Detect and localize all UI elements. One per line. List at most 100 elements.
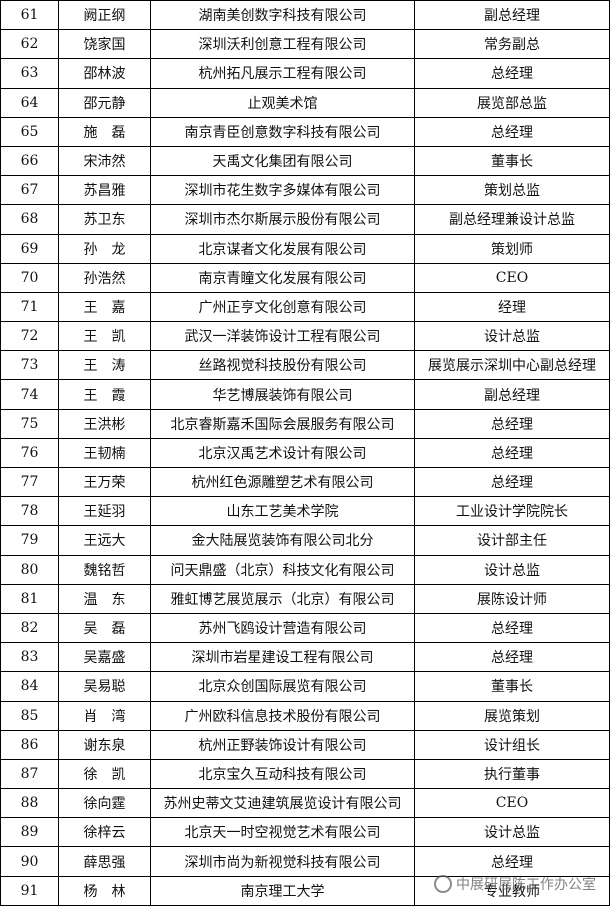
- row-number: 65: [0, 116, 59, 147]
- table-row: 78 王延羽 山东工艺美术学院 工业设计学院院长: [0, 496, 610, 527]
- position: 展览展示深圳中心副总经理: [414, 350, 610, 381]
- company: 深圳市尚为新视觉科技有限公司: [150, 846, 415, 877]
- row-number: 77: [0, 466, 59, 498]
- position: 总经理: [414, 116, 610, 147]
- row-number: 78: [0, 496, 59, 527]
- watermark-icon: [434, 875, 452, 893]
- table-row: 73 王 涛丝路视觉科技股份有限公司 展览展示深圳中心副总经理: [0, 350, 610, 381]
- person-name: 宋沛然: [58, 145, 151, 177]
- row-number: 62: [0, 29, 59, 60]
- person-name: 饶家国: [58, 29, 151, 60]
- row-number: 86: [0, 729, 59, 760]
- table-row: 82 吴 磊苏州飞鸥设计营造有限公司 总经理: [0, 612, 610, 644]
- company: 北京汉禹艺术设计有限公司: [150, 437, 415, 469]
- table-row: 85 肖 湾广州欧科信息技术股份有限公司 展览策划: [0, 700, 610, 731]
- company: 苏州飞鸥设计营造有限公司: [150, 612, 415, 644]
- person-name: 邵林波: [58, 58, 151, 89]
- table-row: 70 孙浩然 南京青瞳文化发展有限公司 CEO: [0, 262, 610, 293]
- company: 广州欧科信息技术股份有限公司: [150, 700, 415, 731]
- position: 设计总监: [414, 817, 610, 848]
- table-row: 71 王 嘉广州正亨文化创意有限公司 经理: [0, 291, 610, 323]
- person-name: 邵元静: [58, 87, 151, 118]
- company: 雅虹博艺展览展示（北京）有限公司: [150, 583, 415, 614]
- person-name: 徐 凯: [58, 758, 151, 790]
- table-row: 88 徐向霆 苏州史蒂文艾迪建筑展览设计有限公司 CEO: [0, 788, 610, 819]
- table-row: 66 宋沛然 天禹文化集团有限公司 董事长: [0, 145, 610, 177]
- watermark: 中展研展陈工作办公室: [434, 874, 596, 894]
- company: 深圳市岩星建设工程有限公司: [150, 642, 415, 673]
- company: 天禹文化集团有限公司: [150, 145, 415, 177]
- row-number: 80: [0, 554, 59, 585]
- position: 总经理: [414, 437, 610, 469]
- table-row: 89 徐梓云 北京天一时空视觉艺术有限公司 设计总监: [0, 817, 610, 848]
- table-row: 62 饶家国 深圳沃利创意工程有限公司 常务副总: [0, 29, 610, 60]
- person-name: 苏昌雅: [58, 175, 151, 206]
- position: 总经理: [414, 408, 610, 439]
- position: 展览部总监: [414, 87, 610, 118]
- row-number: 68: [0, 204, 59, 235]
- company: 问天鼎盛（北京）科技文化有限公司: [150, 554, 415, 585]
- person-name: 吴 磊: [58, 612, 151, 644]
- company: 武汉一洋装饰设计工程有限公司: [150, 321, 415, 352]
- company: 北京睿斯嘉禾国际会展服务有限公司: [150, 408, 415, 439]
- company: 南京青瞳文化发展有限公司: [150, 262, 415, 293]
- position: 设计总监: [414, 554, 610, 585]
- row-number: 91: [0, 875, 59, 906]
- company: 金大陆展览装饰有限公司北分: [150, 525, 415, 556]
- table-row: 83 吴嘉盛 深圳市岩星建设工程有限公司 总经理: [0, 642, 610, 673]
- table-row: 90 薛思强 深圳市尚为新视觉科技有限公司 总经理: [0, 846, 610, 877]
- position: 常务副总: [414, 29, 610, 60]
- person-name: 王远大: [58, 525, 151, 556]
- position: CEO: [414, 788, 610, 819]
- person-name: 魏铭哲: [58, 554, 151, 585]
- row-number: 66: [0, 145, 59, 177]
- table-row: 68 苏卫东 深圳市杰尔斯展示股份有限公司 副总经理兼设计总监: [0, 204, 610, 235]
- company: 北京谋者文化发展有限公司: [150, 233, 415, 264]
- company: 湖南美创数字科技有限公司: [150, 0, 415, 31]
- row-number: 76: [0, 437, 59, 469]
- position: 展陈设计师: [414, 583, 610, 614]
- person-name: 肖 湾: [58, 700, 151, 731]
- row-number: 87: [0, 758, 59, 790]
- row-number: 63: [0, 58, 59, 89]
- company: 北京宝久互动科技有限公司: [150, 758, 415, 790]
- person-name: 温 东: [58, 583, 151, 614]
- position: 策划师: [414, 233, 610, 264]
- row-number: 69: [0, 233, 59, 264]
- table-row: 80 魏铭哲 问天鼎盛（北京）科技文化有限公司 设计总监: [0, 554, 610, 585]
- person-name: 薛思强: [58, 846, 151, 877]
- table-row: 61 阙正纲 湖南美创数字科技有限公司 副总经理: [0, 0, 610, 31]
- table-row: 75 王洪彬 北京睿斯嘉禾国际会展服务有限公司 总经理: [0, 408, 610, 439]
- person-name: 谢东泉: [58, 729, 151, 760]
- position: 总经理: [414, 466, 610, 498]
- position: 设计组长: [414, 729, 610, 760]
- row-number: 61: [0, 0, 59, 31]
- table-row: 65 施 磊南京青臣创意数字科技有限公司 总经理: [0, 116, 610, 147]
- position: 总经理: [414, 612, 610, 644]
- company: 北京天一时空视觉艺术有限公司: [150, 817, 415, 848]
- person-name: 孙浩然: [58, 262, 151, 293]
- person-name: 王 涛: [58, 350, 151, 381]
- row-number: 67: [0, 175, 59, 206]
- person-name: 徐梓云: [58, 817, 151, 848]
- table-row: 74 王 霞华艺博展装饰有限公司 副总经理: [0, 379, 610, 410]
- row-number: 79: [0, 525, 59, 556]
- row-number: 70: [0, 262, 59, 293]
- row-number: 81: [0, 583, 59, 614]
- company: 北京众创国际展览有限公司: [150, 671, 415, 702]
- row-number: 75: [0, 408, 59, 439]
- position: 副总经理: [414, 379, 610, 410]
- person-name: 施 磊: [58, 116, 151, 147]
- person-name: 王洪彬: [58, 408, 151, 439]
- person-name: 王 霞: [58, 379, 151, 410]
- table-row: 63 邵林波 杭州拓凡展示工程有限公司 总经理: [0, 58, 610, 89]
- person-name: 徐向霆: [58, 788, 151, 819]
- position: CEO: [414, 262, 610, 293]
- company: 苏州史蒂文艾迪建筑展览设计有限公司: [150, 788, 415, 819]
- row-number: 83: [0, 642, 59, 673]
- company: 深圳市杰尔斯展示股份有限公司: [150, 204, 415, 235]
- table-row: 64 邵元静 止观美术馆 展览部总监: [0, 87, 610, 118]
- position: 策划总监: [414, 175, 610, 206]
- position: 副总经理兼设计总监: [414, 204, 610, 235]
- position: 设计总监: [414, 321, 610, 352]
